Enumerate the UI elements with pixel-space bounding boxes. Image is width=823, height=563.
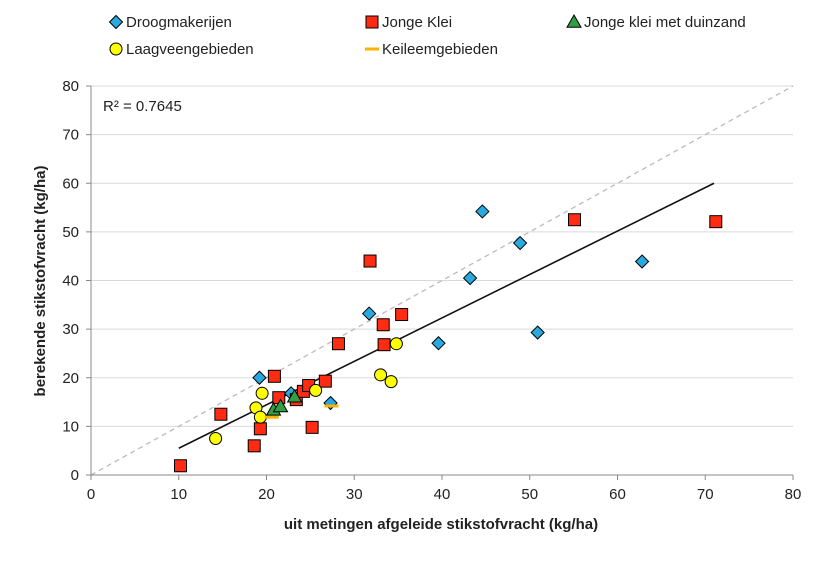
legend-marker-3 xyxy=(109,42,123,56)
legend-label-1: Jonge Klei xyxy=(382,14,452,31)
point-diamond-0-9 xyxy=(634,254,650,269)
point-diamond-0-3 xyxy=(361,306,377,321)
point-diamond-0-8 xyxy=(530,325,545,340)
point-circle-3-3 xyxy=(255,386,269,400)
one-to-one-reference-line xyxy=(90,85,794,476)
point-circle-3-7 xyxy=(389,337,403,351)
point-square-1-4 xyxy=(267,369,281,383)
data-points xyxy=(174,204,723,473)
point-square-1-1 xyxy=(214,407,228,421)
legend-marker-2 xyxy=(566,13,582,28)
point-square-1-10 xyxy=(318,374,332,388)
y-tick-label-50: 50 xyxy=(62,224,79,241)
point-diamond-0-0 xyxy=(252,370,267,385)
x-tick-label-40: 40 xyxy=(434,486,451,503)
point-square-1-3 xyxy=(253,422,267,436)
y-axis-label: berekende stikstofvracht (kg/ha) xyxy=(32,166,49,397)
x-tick-label-80: 80 xyxy=(785,486,802,503)
legend-label-2: Jonge klei met duinzand xyxy=(584,14,746,31)
point-square-1-2 xyxy=(247,439,261,453)
trend-line-layer xyxy=(178,182,715,449)
y-tick-labels: 0 10 20 30 40 50 60 70 80 xyxy=(62,78,79,484)
point-diamond-0-5 xyxy=(462,270,478,286)
point-square-1-9 xyxy=(305,420,319,434)
point-dash-4-0 xyxy=(264,415,279,419)
point-diamond-0-2 xyxy=(323,395,338,411)
x-tick-label-70: 70 xyxy=(697,486,714,503)
point-square-1-15 xyxy=(395,308,409,322)
x-tick-label-50: 50 xyxy=(521,486,538,503)
point-square-1-13 xyxy=(376,318,390,332)
point-square-1-0 xyxy=(174,459,188,473)
trend-line xyxy=(178,182,715,449)
legend-marker-0 xyxy=(108,14,124,30)
y-tick-label-0: 0 xyxy=(71,467,79,484)
y-tick-label-30: 30 xyxy=(62,321,79,338)
x-axis-label: uit metingen afgeleide stikstofvracht (k… xyxy=(284,516,598,533)
point-diamond-0-7 xyxy=(512,235,528,251)
x-tick-label-20: 20 xyxy=(258,486,275,503)
x-tick-label-30: 30 xyxy=(346,486,363,503)
y-tick-label-40: 40 xyxy=(62,273,79,290)
grid-lines xyxy=(91,85,793,427)
y-tick-label-20: 20 xyxy=(62,370,79,387)
point-diamond-0-4 xyxy=(431,336,446,351)
point-square-1-14 xyxy=(377,338,391,352)
legend-label-3: Laagveengebieden xyxy=(126,41,254,58)
legend-marker-1 xyxy=(365,15,379,29)
y-tick-label-60: 60 xyxy=(62,175,79,192)
x-tick-labels: 0 10 20 30 40 50 60 70 80 xyxy=(87,486,802,503)
reference-line-layer xyxy=(90,85,794,476)
point-square-1-11 xyxy=(331,337,345,351)
legend-label-0: Droogmakerijen xyxy=(126,14,232,31)
x-tick-label-10: 10 xyxy=(170,486,187,503)
legend: Droogmakerijen Jonge Klei Jonge klei met d… xyxy=(108,13,746,58)
point-diamond-0-6 xyxy=(475,204,490,219)
point-triangle-2-1 xyxy=(272,398,289,413)
point-circle-3-0 xyxy=(209,432,223,446)
point-dash-4-1 xyxy=(324,404,339,408)
axes xyxy=(86,85,794,480)
point-circle-3-2 xyxy=(253,410,267,424)
point-circle-3-5 xyxy=(374,368,388,382)
point-square-1-12 xyxy=(363,254,377,268)
point-square-1-17 xyxy=(709,215,723,229)
x-tick-label-0: 0 xyxy=(87,486,95,503)
point-triangle-2-2 xyxy=(286,388,303,403)
point-circle-3-4 xyxy=(309,383,323,397)
y-tick-label-70: 70 xyxy=(62,127,79,144)
y-tick-label-80: 80 xyxy=(62,78,79,95)
x-tick-label-60: 60 xyxy=(609,486,626,503)
legend-marker-4 xyxy=(365,47,379,51)
y-tick-label-10: 10 xyxy=(62,418,79,435)
point-square-1-16 xyxy=(568,213,582,227)
legend-label-4: Keileemgebieden xyxy=(382,41,498,58)
r-squared-annotation: R² = 0.7645 xyxy=(103,98,182,115)
point-circle-3-6 xyxy=(384,375,398,389)
